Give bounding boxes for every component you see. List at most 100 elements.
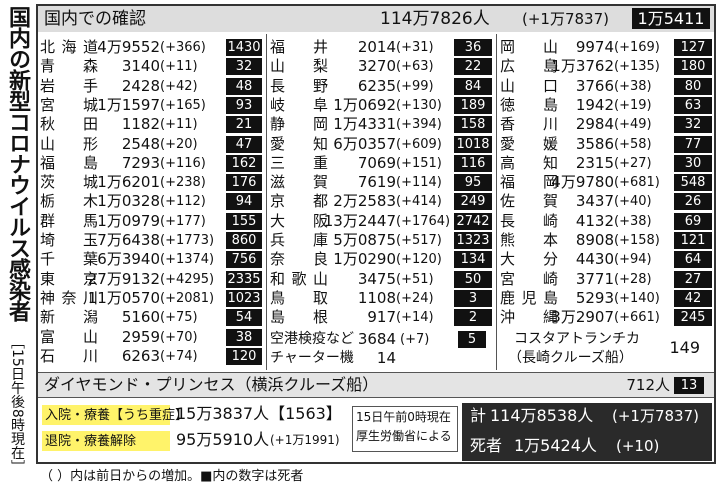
cases: 13万2447: [323, 211, 396, 230]
cases: 3475: [357, 269, 396, 288]
cases: 3766: [575, 76, 614, 95]
increase: (+165): [160, 97, 206, 113]
region-name: 長崎: [500, 211, 558, 230]
region-name: 鹿児島: [500, 288, 558, 307]
cases: 6万3940: [97, 250, 160, 269]
increase: (+130): [396, 97, 442, 113]
deaths: 48: [226, 77, 262, 95]
charter-name: チャーター機: [270, 349, 354, 366]
increase: (+116): [160, 155, 206, 171]
cases: 1万0979: [97, 211, 160, 230]
increase: (+75): [160, 310, 198, 326]
region-name: 高知: [500, 153, 558, 172]
increase: (+51): [396, 271, 434, 287]
region-name: 大阪: [270, 211, 328, 230]
cases: 2959: [121, 327, 160, 346]
deaths: 77: [674, 135, 712, 153]
region-name: 兵庫: [270, 231, 328, 249]
deaths: 158: [454, 116, 492, 134]
region-name: 熊本: [500, 231, 558, 249]
deaths: 38: [226, 328, 262, 346]
cases: 1万1597: [97, 95, 160, 114]
deaths: 36: [454, 39, 492, 56]
region-name: 三重: [270, 153, 328, 172]
deaths-label: 死者: [470, 436, 503, 455]
deaths-increase: (+10): [616, 437, 660, 455]
cases: 6263: [121, 346, 160, 365]
increase: (+366): [160, 40, 206, 55]
header-deaths: 1万5411: [632, 8, 710, 29]
region-name: 岐阜: [270, 95, 328, 114]
deaths: 860: [226, 232, 262, 249]
increase: (+4295): [160, 271, 215, 287]
airport-deaths: 5: [458, 330, 486, 348]
region-name: 愛媛: [500, 134, 558, 153]
source-line: 15日午前0時現在: [356, 410, 451, 424]
deaths: 21: [226, 116, 262, 134]
deaths: 95: [454, 174, 492, 192]
cases: 2014: [357, 38, 396, 56]
increase: (+70): [160, 329, 198, 345]
increase: (+94): [614, 252, 652, 268]
cases: 1万4331: [333, 115, 396, 134]
cases: 4430: [575, 250, 614, 269]
deaths: 64: [674, 251, 712, 269]
costa-sub: （長崎クルーズ船）: [508, 349, 633, 366]
region-name: 長野: [270, 76, 328, 95]
airport-increase: (+7): [400, 331, 430, 347]
discharged: 95万5910人: [176, 430, 270, 449]
cases: 6万0357: [333, 134, 396, 153]
region-name: 山形: [40, 134, 98, 153]
cases: 2984: [575, 115, 614, 134]
increase: (+42): [160, 78, 198, 94]
deaths: 50: [454, 270, 492, 288]
increase: (+414): [396, 194, 442, 210]
region-name: 埼玉: [40, 231, 98, 249]
deaths: 121: [674, 232, 712, 249]
increase: (+238): [160, 175, 206, 191]
diamond-bar: [38, 372, 714, 398]
deaths: 47: [226, 135, 262, 153]
deaths: 249: [454, 193, 492, 211]
deaths: 245: [674, 309, 712, 327]
increase: (+38): [614, 213, 652, 229]
source-box: [352, 406, 458, 452]
deaths: 2742: [454, 212, 492, 230]
increase: (+40): [614, 194, 652, 210]
increase: (+14): [396, 310, 434, 326]
charter-cases: 14: [376, 348, 396, 367]
increase: (+1374): [160, 252, 215, 268]
deaths: 548: [674, 174, 712, 192]
deaths: 80: [674, 77, 712, 95]
region-name: 奈良: [270, 250, 328, 269]
increase: (+20): [160, 136, 198, 152]
header-title: 国内での確認: [44, 9, 146, 29]
deaths: 1018: [454, 135, 492, 153]
increase: (+31): [396, 40, 434, 55]
increase: (+2081): [160, 290, 215, 306]
discharged-increase: (+1万1991): [270, 433, 340, 447]
deaths: 93: [226, 96, 262, 114]
deaths: 26: [674, 193, 712, 211]
region-name: 和歌山: [270, 269, 328, 288]
deaths: 180: [674, 58, 712, 76]
increase: (+158): [614, 233, 660, 248]
increase: (+11): [160, 59, 198, 75]
cases: 4万9780: [551, 173, 614, 192]
region-name: 富山: [40, 327, 98, 346]
cases: 2548: [121, 134, 160, 153]
total-bg: [462, 403, 712, 461]
deaths: 155: [226, 212, 262, 230]
cases: 11万0570: [87, 288, 160, 307]
increase: (+609): [396, 136, 442, 152]
cases: 1万0328: [97, 192, 160, 211]
region-name: 石川: [40, 346, 98, 365]
deaths: 1430: [226, 39, 262, 56]
increase: (+1773): [160, 233, 215, 248]
cases: 3270: [357, 57, 396, 76]
increase: (+177): [160, 213, 206, 229]
cases: 7619: [357, 173, 396, 192]
increase: (+49): [614, 117, 652, 133]
deaths: 30: [674, 154, 712, 172]
total: 114万8538人: [490, 406, 594, 425]
